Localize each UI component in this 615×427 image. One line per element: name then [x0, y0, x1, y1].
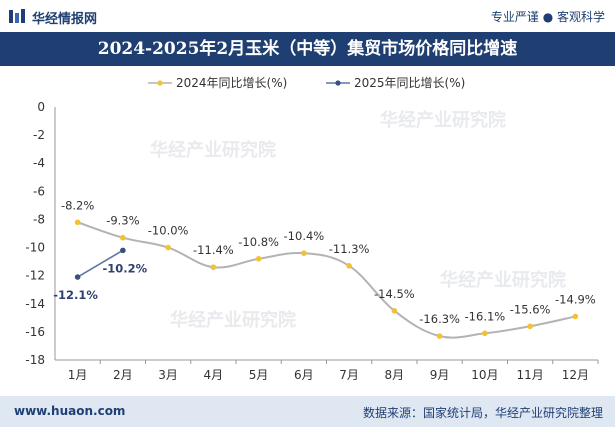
x-tick-label: 3月 — [158, 368, 178, 382]
data-point — [255, 256, 262, 262]
y-tick-label: -16 — [25, 325, 45, 339]
y-tick-label: -14 — [25, 297, 45, 311]
legend-marker-2 — [335, 80, 341, 86]
data-label: -14.5% — [374, 287, 415, 301]
x-tick-label: 9月 — [430, 368, 450, 382]
data-label: -10.2% — [103, 261, 148, 275]
footer-site: www.huaon.com — [14, 404, 126, 418]
data-label: -8.2% — [61, 198, 94, 212]
data-point — [120, 234, 126, 241]
data-point — [482, 330, 488, 337]
data-point — [301, 250, 307, 256]
data-point — [527, 323, 533, 330]
chart-series: -8.2% -9.3% -10.0% -11.4% -10.8% -10.4% -11.3%… — [53, 198, 596, 339]
chart-axes: 0 -2 -4 -6 -8 -10 -12 -14 -16 -18 1月 2月 3月 4月 5月 6月 7月 8月… — [25, 100, 599, 382]
watermark-text: 华经产业研究院 — [170, 309, 296, 331]
data-label: -9.3% — [106, 214, 139, 228]
data-label: -10.0% — [148, 224, 189, 238]
data-label: -10.4% — [284, 229, 325, 243]
x-tick-label: 11月 — [516, 368, 543, 382]
x-tick-label: 12月 — [562, 368, 589, 382]
series-line-2 — [77, 249, 124, 278]
chart-legend: 2024年同比增长(%) 2025年同比增长(%) — [148, 76, 465, 90]
x-tick-label: 1月 — [68, 368, 88, 382]
chart-title: 2024-2025年2月玉米（中等）集贸市场价格同比增速 — [97, 39, 518, 59]
brand-logo-icon — [9, 9, 25, 23]
data-point — [572, 313, 579, 320]
x-tick-label: 5月 — [249, 368, 269, 382]
data-label: -10.8% — [238, 235, 279, 249]
x-tick-label: 4月 — [204, 368, 224, 382]
footer-bar: www.huaon.com 数据来源：国家统计局，华经产业研究院整理 — [0, 396, 615, 427]
footer-source: 数据来源：国家统计局，华经产业研究院整理 — [362, 406, 603, 420]
y-tick-label: -6 — [33, 184, 45, 198]
y-tick-label: -18 — [25, 353, 45, 367]
data-point — [74, 274, 81, 280]
watermark-text: 华经产业研究院 — [150, 139, 276, 161]
header-bar: 华经情报网 专业严谨 ● 客观科学 — [0, 0, 615, 32]
watermark-text: 华经产业研究院 — [440, 269, 566, 291]
data-label: -16.3% — [419, 312, 460, 326]
data-point — [210, 264, 217, 271]
x-tick-label: 8月 — [385, 368, 405, 382]
data-point — [120, 247, 126, 254]
legend-marker-1 — [157, 80, 163, 86]
data-label: -15.6% — [510, 302, 551, 316]
y-tick-label: 0 — [37, 100, 45, 114]
legend-label-1: 2024年同比增长(%) — [176, 76, 287, 90]
data-point — [391, 308, 398, 314]
header-tagline: 专业严谨 ● 客观科学 — [490, 10, 605, 24]
series-line-1 — [77, 221, 576, 339]
brand-name: 华经情报网 — [32, 12, 98, 27]
data-label: -12.1% — [53, 288, 98, 302]
data-label: -11.4% — [193, 243, 234, 257]
data-point — [74, 219, 81, 226]
data-point — [346, 263, 352, 269]
y-tick-label: -4 — [33, 156, 45, 170]
data-point — [436, 333, 443, 339]
watermark-text: 华经产业研究院 — [380, 109, 506, 131]
y-tick-label: -12 — [25, 269, 45, 283]
data-label: -11.3% — [329, 242, 370, 256]
y-tick-label: -2 — [33, 128, 45, 142]
y-tick-label: -10 — [25, 241, 45, 255]
title-bar: 2024-2025年2月玉米（中等）集贸市场价格同比增速 — [0, 32, 615, 66]
data-point — [165, 244, 171, 251]
x-tick-label: 10月 — [471, 368, 498, 382]
data-label: -16.1% — [465, 309, 506, 323]
x-tick-label: 6月 — [294, 368, 314, 382]
x-tick-label: 2月 — [113, 368, 133, 382]
data-label: -14.9% — [555, 292, 596, 306]
x-tick-label: 7月 — [339, 368, 359, 382]
y-tick-label: -8 — [33, 212, 45, 226]
legend-label-2: 2025年同比增长(%) — [354, 76, 465, 90]
